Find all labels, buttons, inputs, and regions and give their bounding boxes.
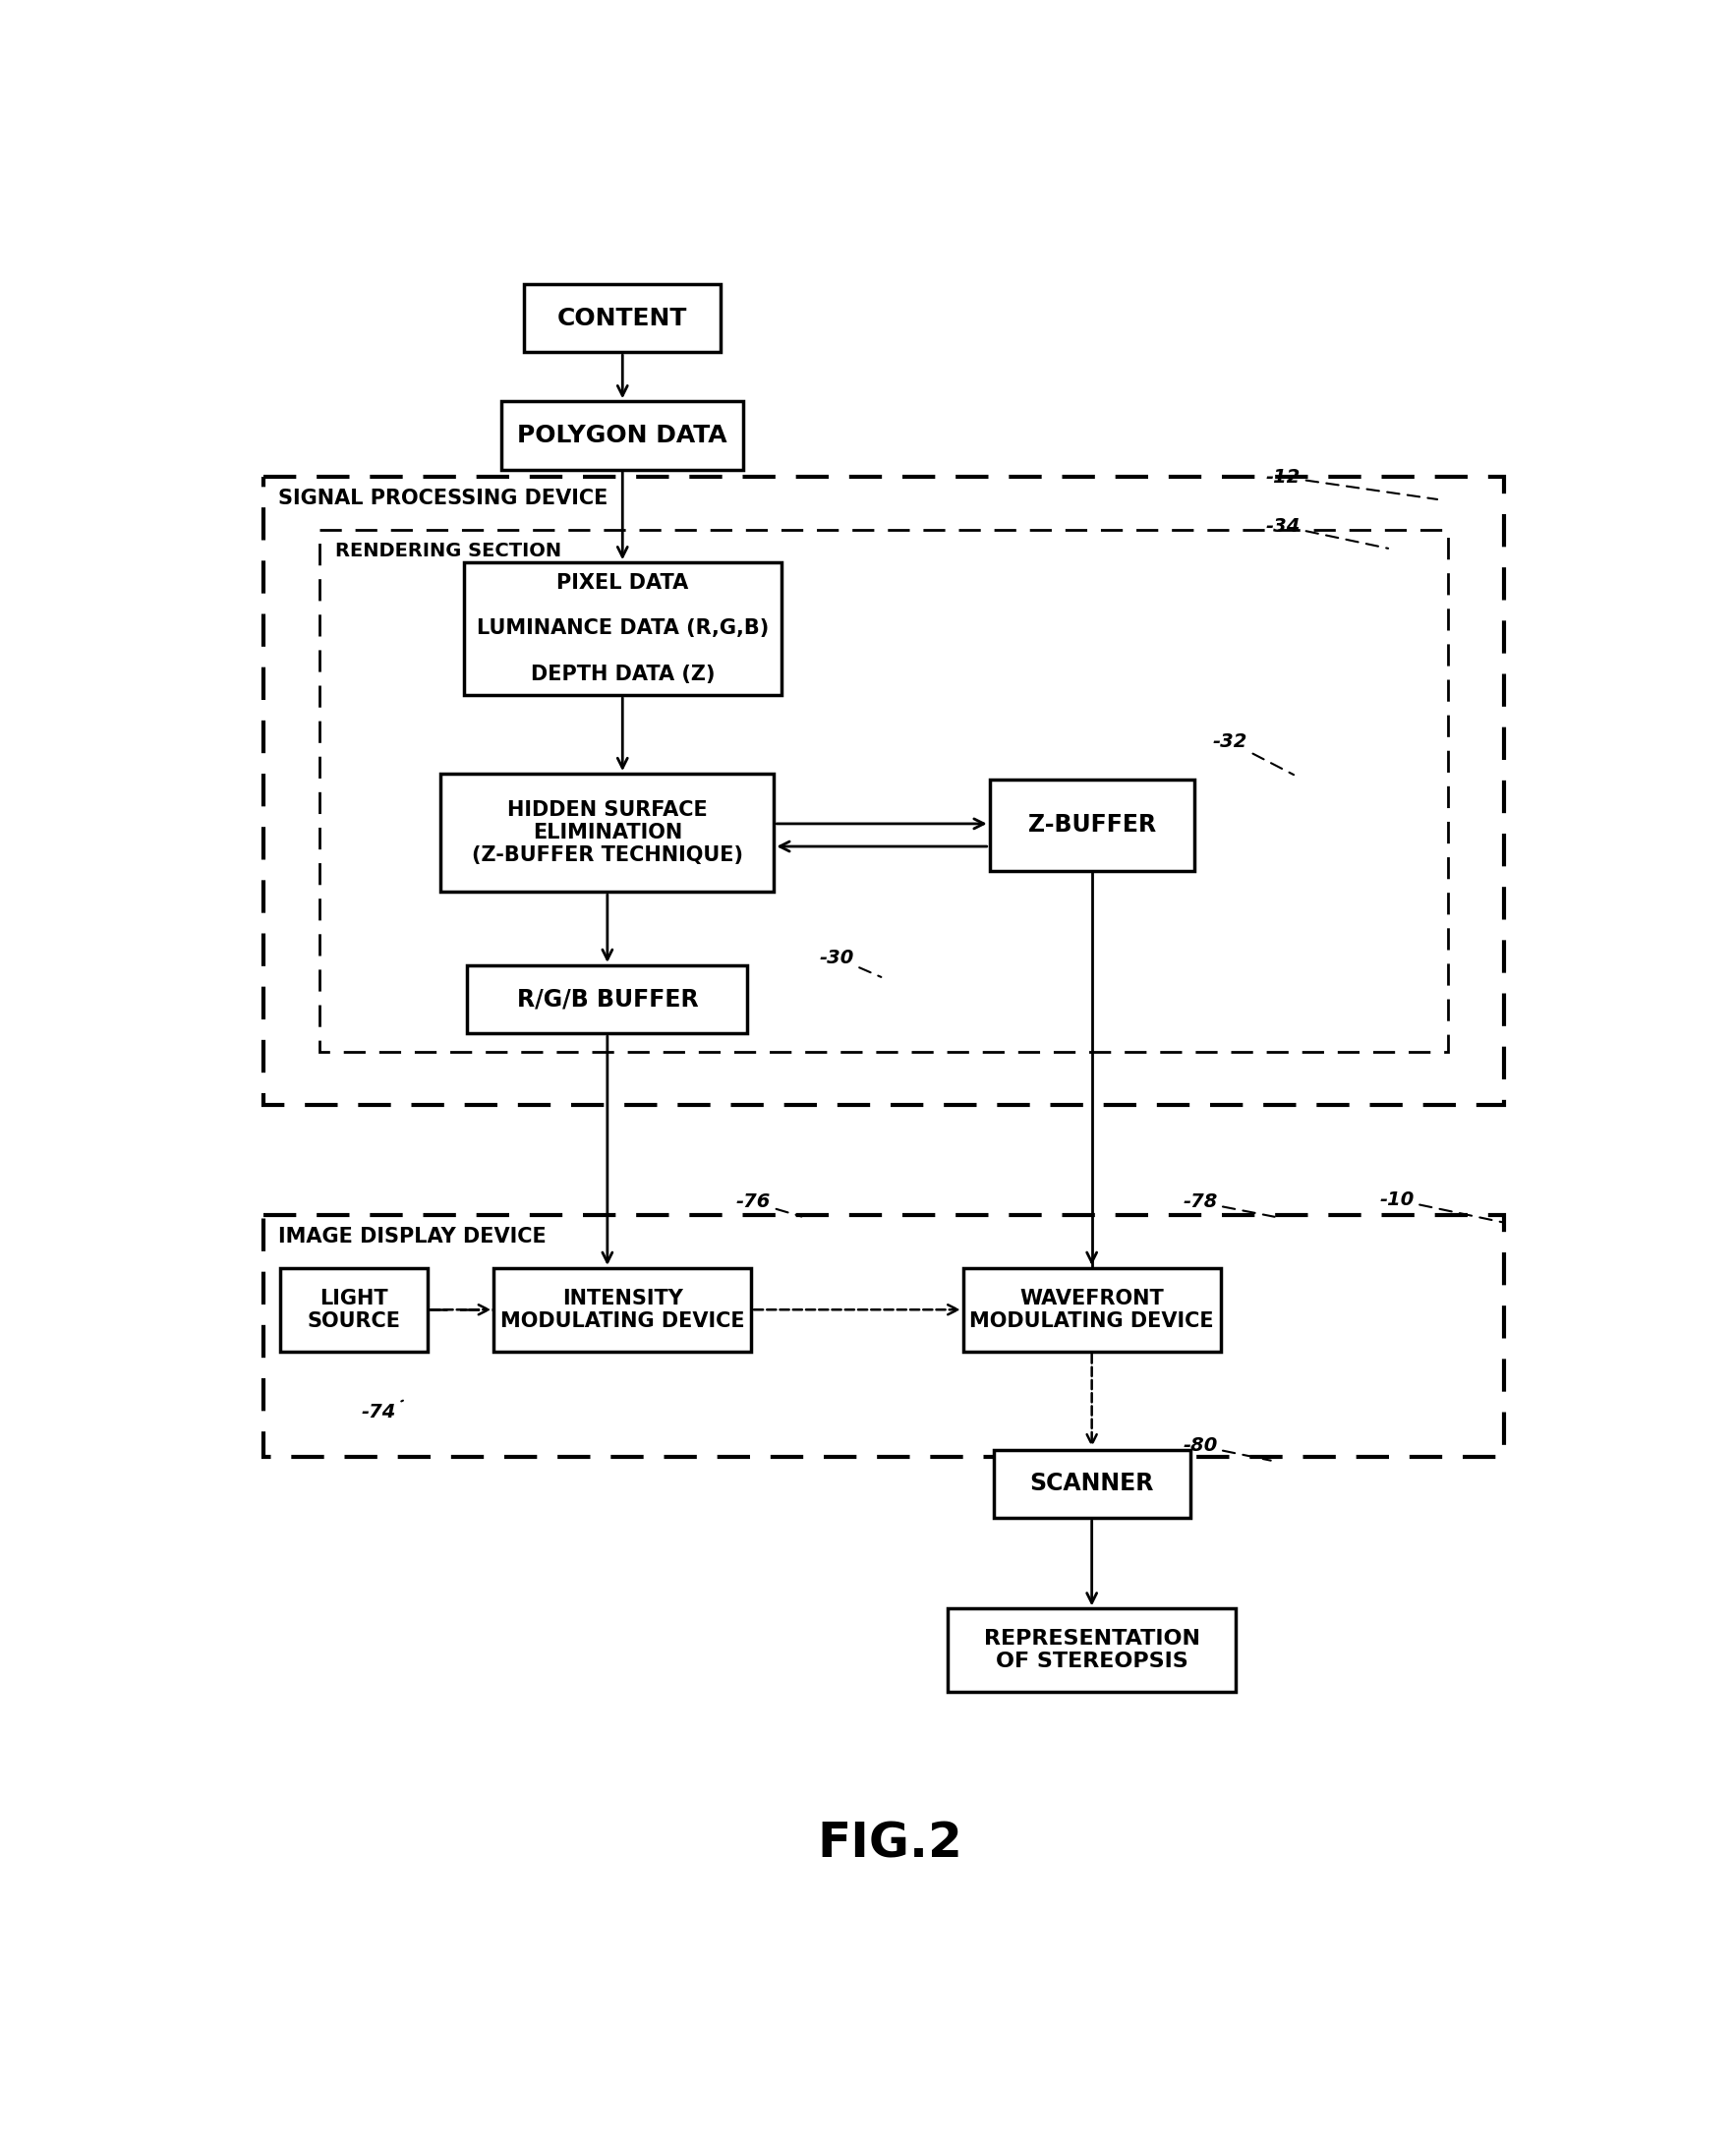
Bar <box>262 1215 1505 1457</box>
Text: -78: -78 <box>1182 1193 1274 1217</box>
Text: -12: -12 <box>1266 468 1437 500</box>
Bar <box>948 1610 1236 1691</box>
Text: -80: -80 <box>1182 1436 1271 1461</box>
Text: PIXEL DATA

LUMINANCE DATA (R,G,B)

DEPTH DATA (Z): PIXEL DATA LUMINANCE DATA (R,G,B) DEPTH … <box>476 573 769 685</box>
Bar <box>467 966 748 1034</box>
Text: POLYGON DATA: POLYGON DATA <box>517 423 727 446</box>
Bar <box>990 779 1194 871</box>
Text: Z-BUFFER: Z-BUFFER <box>1028 813 1156 837</box>
Text: CONTENT: CONTENT <box>557 307 687 330</box>
Bar <box>524 283 720 352</box>
Text: -32: -32 <box>1213 732 1293 775</box>
Text: HIDDEN SURFACE
ELIMINATION
(Z-BUFFER TECHNIQUE): HIDDEN SURFACE ELIMINATION (Z-BUFFER TEC… <box>472 800 743 865</box>
Text: -76: -76 <box>736 1193 802 1217</box>
Text: REPRESENTATION
OF STEREOPSIS: REPRESENTATION OF STEREOPSIS <box>984 1629 1200 1672</box>
Text: SIGNAL PROCESSING DEVICE: SIGNAL PROCESSING DEVICE <box>278 489 608 509</box>
Text: -74: -74 <box>361 1401 403 1421</box>
Bar <box>279 1268 427 1352</box>
Bar <box>502 401 743 470</box>
Bar <box>493 1268 752 1352</box>
Bar <box>963 1268 1220 1352</box>
Text: WAVEFRONT
MODULATING DEVICE: WAVEFRONT MODULATING DEVICE <box>970 1288 1213 1331</box>
Text: RENDERING SECTION: RENDERING SECTION <box>335 541 561 560</box>
Bar <box>993 1451 1191 1517</box>
Text: -34: -34 <box>1266 517 1389 549</box>
Text: -10: -10 <box>1380 1191 1502 1221</box>
Text: INTENSITY
MODULATING DEVICE: INTENSITY MODULATING DEVICE <box>500 1288 745 1331</box>
Text: SCANNER: SCANNER <box>1029 1472 1154 1496</box>
Bar <box>464 562 781 695</box>
Bar <box>441 775 774 891</box>
Bar <box>262 476 1505 1105</box>
Text: LIGHT
SOURCE: LIGHT SOURCE <box>307 1288 401 1331</box>
Bar <box>319 530 1448 1052</box>
Text: FIG.2: FIG.2 <box>818 1820 962 1867</box>
Text: -30: -30 <box>819 949 882 976</box>
Text: IMAGE DISPLAY DEVICE: IMAGE DISPLAY DEVICE <box>278 1225 547 1247</box>
Text: R/G/B BUFFER: R/G/B BUFFER <box>517 987 698 1011</box>
